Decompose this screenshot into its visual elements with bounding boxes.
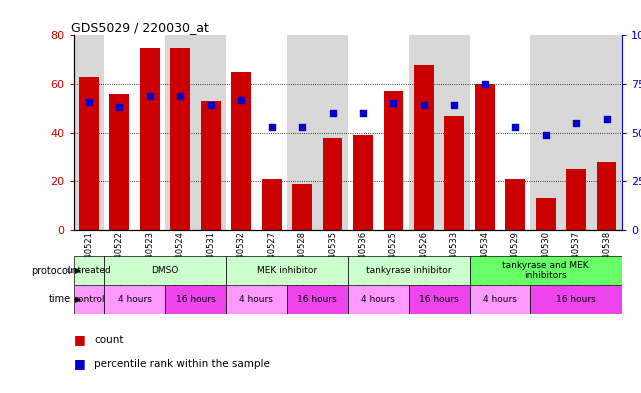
Text: percentile rank within the sample: percentile rank within the sample: [94, 358, 270, 369]
Point: [540, 131, 551, 138]
Point: [267, 124, 277, 130]
Text: tankyrase inhibitor: tankyrase inhibitor: [366, 266, 451, 275]
Bar: [347, 285, 409, 314]
Bar: [505, 179, 525, 230]
Bar: [469, 35, 530, 230]
Bar: [347, 35, 409, 230]
Text: 16 hours: 16 hours: [297, 295, 337, 304]
Point: [388, 100, 399, 107]
Point: [84, 98, 94, 105]
Point: [601, 116, 612, 122]
Bar: [530, 35, 622, 230]
Bar: [226, 35, 287, 230]
Bar: [110, 94, 129, 230]
Bar: [475, 84, 495, 230]
Bar: [469, 256, 622, 285]
Text: ■: ■: [74, 333, 85, 347]
Point: [449, 102, 460, 108]
Text: time: time: [48, 294, 71, 304]
Bar: [104, 35, 165, 230]
Point: [358, 110, 368, 116]
Text: 4 hours: 4 hours: [483, 295, 517, 304]
Point: [510, 124, 520, 130]
Bar: [530, 285, 622, 314]
Bar: [226, 256, 347, 285]
Bar: [201, 101, 221, 230]
Bar: [104, 256, 226, 285]
Bar: [74, 256, 104, 285]
Bar: [414, 64, 434, 230]
Bar: [292, 184, 312, 230]
Bar: [74, 285, 104, 314]
Bar: [409, 35, 469, 230]
Point: [145, 92, 155, 99]
Bar: [287, 35, 347, 230]
Text: ■: ■: [74, 357, 85, 370]
Point: [419, 102, 429, 108]
Bar: [536, 198, 556, 230]
Bar: [287, 285, 347, 314]
Bar: [322, 138, 342, 230]
Bar: [231, 72, 251, 230]
Text: DMSO: DMSO: [151, 266, 179, 275]
Bar: [74, 35, 104, 230]
Point: [571, 120, 581, 126]
Text: MEK inhibitor: MEK inhibitor: [257, 266, 317, 275]
Point: [328, 110, 338, 116]
Point: [479, 81, 490, 87]
Text: untreated: untreated: [67, 266, 112, 275]
Text: 4 hours: 4 hours: [118, 295, 151, 304]
Text: 4 hours: 4 hours: [240, 295, 273, 304]
Point: [206, 102, 216, 108]
Text: 16 hours: 16 hours: [419, 295, 459, 304]
Text: tankyrase and MEK
inhibitors: tankyrase and MEK inhibitors: [503, 261, 589, 280]
Text: count: count: [94, 335, 124, 345]
Bar: [444, 116, 464, 230]
Text: protocol: protocol: [31, 266, 71, 275]
Bar: [79, 77, 99, 230]
Text: 16 hours: 16 hours: [556, 295, 596, 304]
Text: 16 hours: 16 hours: [176, 295, 215, 304]
Point: [175, 92, 185, 99]
Bar: [165, 35, 226, 230]
Bar: [262, 179, 281, 230]
Bar: [104, 285, 165, 314]
Bar: [171, 48, 190, 230]
Point: [114, 104, 124, 110]
Bar: [353, 135, 373, 230]
Bar: [409, 285, 469, 314]
Bar: [469, 285, 530, 314]
Bar: [597, 162, 617, 230]
Bar: [226, 285, 287, 314]
Bar: [140, 48, 160, 230]
Text: 4 hours: 4 hours: [362, 295, 395, 304]
Text: control: control: [73, 295, 104, 304]
Text: ▶: ▶: [75, 295, 81, 304]
Bar: [566, 169, 586, 230]
Point: [236, 96, 246, 103]
Text: ▶: ▶: [75, 266, 81, 275]
Bar: [347, 256, 469, 285]
Bar: [165, 285, 226, 314]
Text: GDS5029 / 220030_at: GDS5029 / 220030_at: [71, 21, 209, 34]
Bar: [383, 91, 403, 230]
Point: [297, 124, 307, 130]
